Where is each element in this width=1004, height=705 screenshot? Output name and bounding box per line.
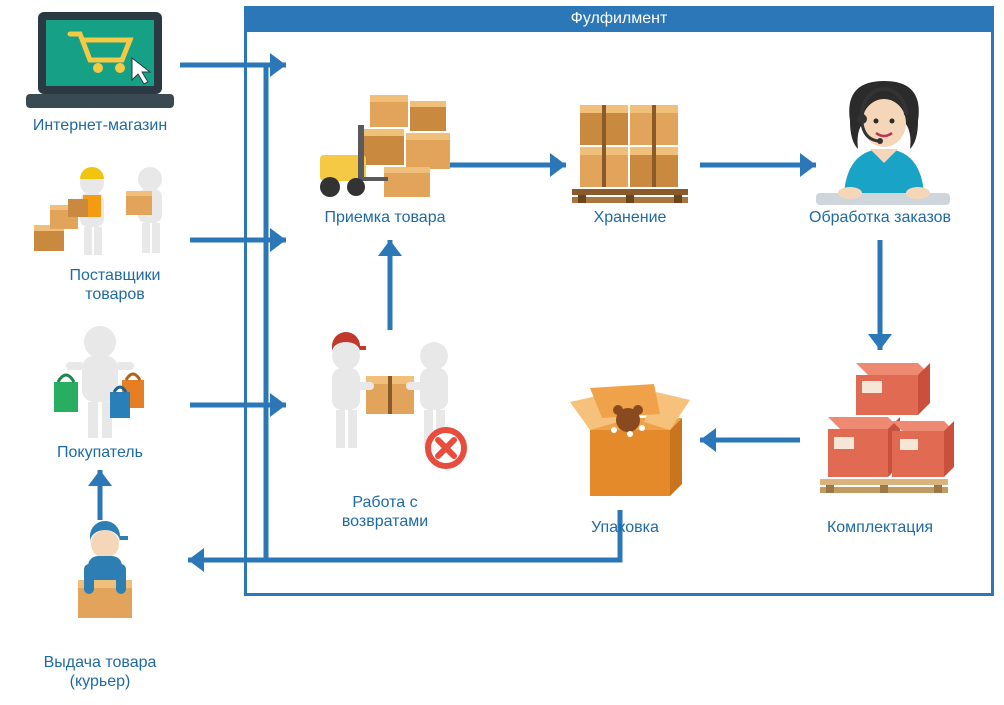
picking-icon — [810, 355, 955, 515]
returns-label: Работа с возвратами — [285, 493, 485, 531]
storage-icon — [560, 85, 700, 210]
packing-icon — [560, 370, 700, 520]
receiving-label: Приемка товара — [285, 208, 485, 227]
storage-label: Хранение — [530, 208, 730, 227]
courier-label: Выдача товара (курьер) — [0, 653, 200, 691]
courier-icon — [50, 520, 160, 650]
buyer-label: Покупатель — [0, 443, 200, 462]
suppliers-icon — [30, 155, 200, 265]
fulfillment-header: Фулфилмент — [244, 6, 994, 32]
suppliers-label: Поставщики товаров — [15, 266, 215, 304]
online-store-icon — [20, 6, 180, 116]
online-store-label: Интернет-магазин — [0, 116, 200, 135]
packing-label: Упаковка — [525, 518, 725, 537]
receiving-icon — [310, 85, 460, 210]
picking-label: Комплектация — [780, 518, 980, 537]
fulfillment-header-label: Фулфилмент — [571, 10, 668, 28]
buyer-icon — [40, 320, 160, 445]
returns-icon — [300, 330, 480, 480]
order-processing-label: Обработка заказов — [780, 208, 980, 227]
order-processing-icon — [810, 75, 955, 210]
